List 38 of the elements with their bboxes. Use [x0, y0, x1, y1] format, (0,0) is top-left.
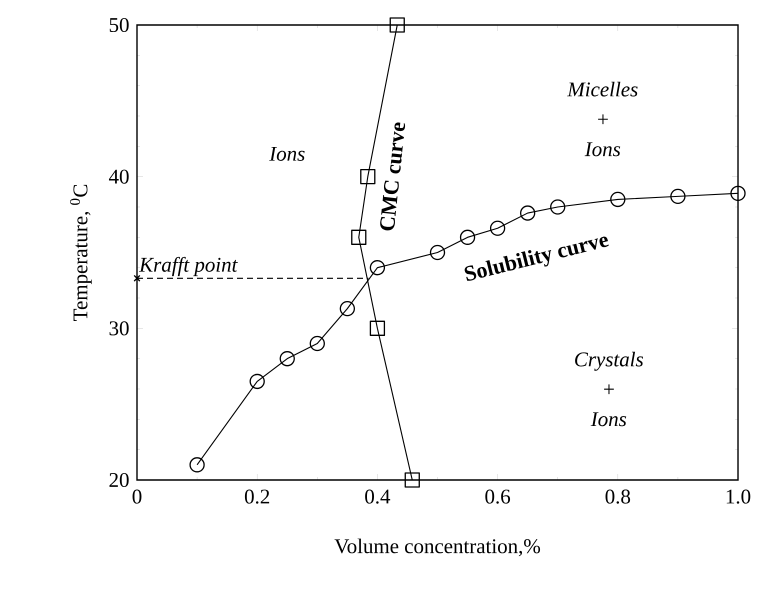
point	[360, 169, 376, 184]
point	[550, 199, 566, 215]
text: CMC curve	[380, 122, 406, 230]
x-tick-label: 0.4	[365, 490, 390, 504]
point	[370, 260, 386, 276]
x-tick-label: 0.2	[244, 490, 270, 504]
point	[370, 320, 386, 336]
point	[340, 300, 356, 316]
annotation: Crystals + Ions	[575, 352, 644, 426]
x-tick-label: 0.8	[606, 490, 630, 504]
x-axis-title: Volume concentration,%	[334, 538, 540, 556]
point	[310, 336, 325, 352]
point	[490, 220, 506, 236]
point	[390, 17, 405, 33]
point	[430, 244, 446, 260]
x-tick-label: 0	[132, 490, 142, 504]
point	[730, 186, 746, 201]
y-tick-label: 40	[108, 170, 129, 184]
point	[520, 205, 536, 221]
x-tick-label: 0.6	[485, 490, 510, 504]
annotation: Micelles + Ions	[567, 82, 638, 156]
point	[460, 230, 476, 245]
annotation: Krafft point	[138, 256, 238, 276]
y-tick-label: 30	[110, 321, 129, 336]
point	[134, 274, 140, 282]
point	[189, 457, 205, 472]
point	[610, 192, 626, 208]
point	[280, 351, 295, 366]
annotation: Ions	[269, 146, 305, 161]
point	[351, 230, 366, 245]
y-axis-title: Temperature, $^{0}$C	[70, 184, 92, 321]
x-tick-label: 1.0	[726, 490, 750, 504]
text: Solubility curve	[464, 236, 609, 281]
y-tick-label: 50	[110, 18, 129, 32]
point	[404, 472, 420, 488]
y-tick-label: 20	[109, 472, 129, 488]
point	[670, 188, 686, 204]
point	[250, 374, 265, 390]
